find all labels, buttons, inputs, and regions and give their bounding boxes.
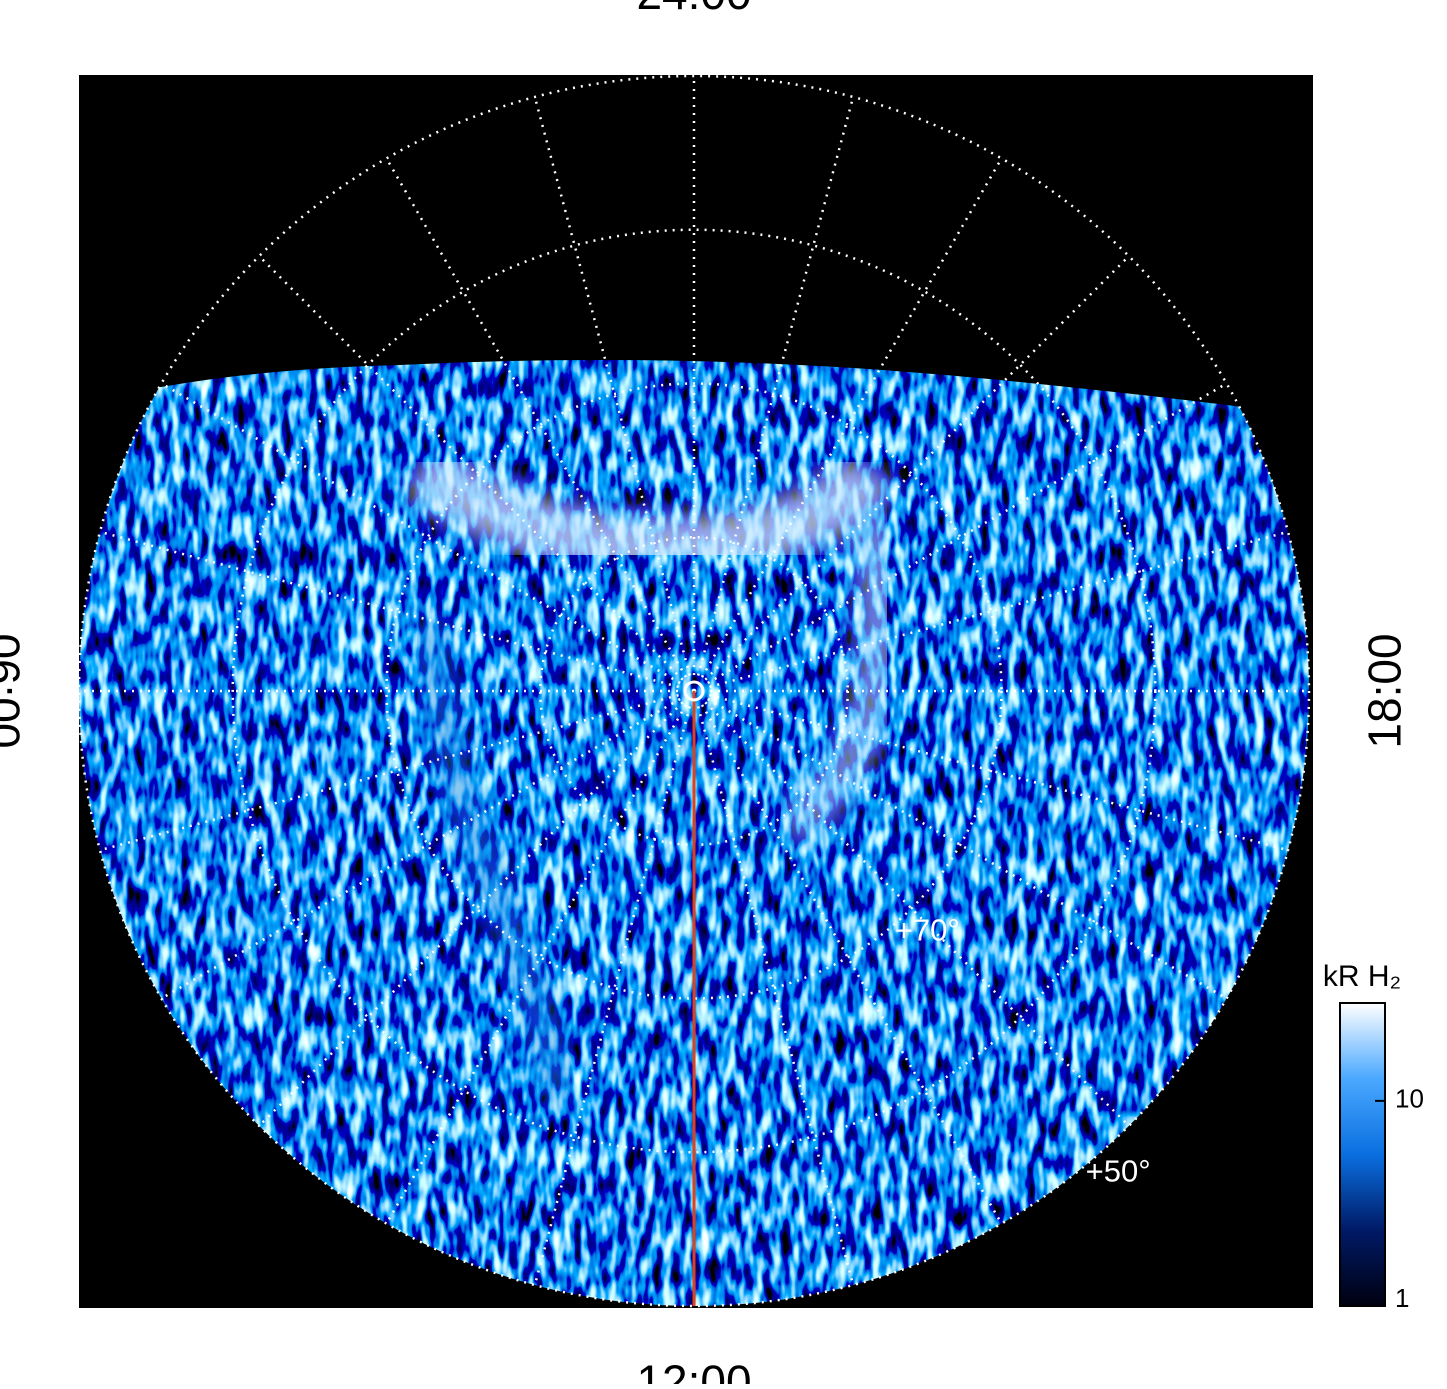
- local-time-label: 24:00: [636, 0, 751, 19]
- meridian-line: [385, 690, 696, 1225]
- local-time-label: 12:00: [636, 1355, 751, 1384]
- grid: [77, 74, 1311, 1308]
- meridian-line: [693, 255, 1130, 692]
- latitude-circle: [231, 228, 1157, 1154]
- meridian-line: [160, 689, 695, 1000]
- meridian-line: [258, 690, 695, 1127]
- colorbar-tick-label: 10: [1395, 1084, 1424, 1114]
- meridian-line: [385, 157, 696, 692]
- meridian-line: [693, 530, 1289, 693]
- colorbar-tick-label: 1: [1395, 1283, 1409, 1313]
- meridian-line: [692, 96, 855, 692]
- meridian-line: [258, 255, 695, 692]
- local-time-label: 06:00: [0, 633, 30, 748]
- colorbar: kR H₂ 1 10: [1323, 960, 1424, 1313]
- meridian-line: [160, 382, 695, 693]
- meridian-line: [692, 690, 1003, 1225]
- latitude-circle: [385, 382, 1003, 1000]
- meridian-line: [533, 96, 696, 692]
- meridian-line: [693, 689, 1228, 1000]
- auroral-oval: [403, 444, 895, 578]
- meridian-line: [692, 157, 1003, 692]
- latitude-label: +70°: [895, 912, 960, 947]
- labels: 24:00 06:00 18:00 12:00 +70° +50°: [0, 0, 1410, 1389]
- auroral-arc: [415, 618, 575, 1103]
- meridian-line: [692, 690, 855, 1286]
- meridian-line: [99, 689, 695, 852]
- latitude-label: +50°: [1086, 1153, 1151, 1188]
- latitude-circle: [77, 74, 1311, 1308]
- colorbar-scale: [1339, 1002, 1386, 1307]
- local-time-label: 18:00: [1358, 633, 1410, 748]
- meridian-line: [693, 382, 1228, 693]
- meridian-line: [693, 689, 1289, 852]
- colorbar-title: kR H₂: [1323, 960, 1401, 993]
- meridian-line: [693, 690, 1130, 1127]
- pole-marker: [683, 680, 705, 702]
- meridian-line: [533, 690, 696, 1286]
- auroral-arc: [777, 516, 898, 846]
- meridian-line: [99, 530, 695, 693]
